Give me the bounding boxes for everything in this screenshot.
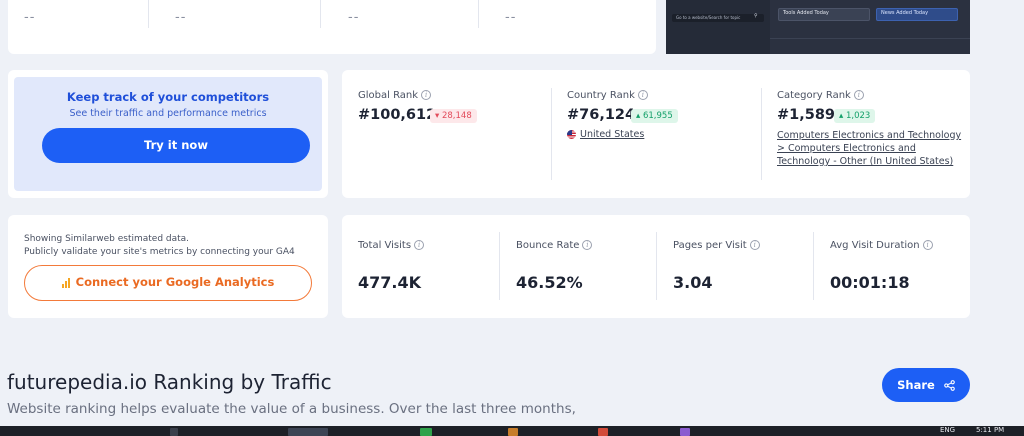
summary-top-card: -- -- -- -- — [8, 0, 656, 54]
pages-per-visit-label: Pages per Visit i — [673, 240, 760, 251]
global-rank-label-text: Global Rank — [358, 90, 419, 101]
bounce-rate-label: Bounce Rate i — [516, 240, 593, 251]
avg-visit-duration-label: Avg Visit Duration i — [830, 240, 933, 251]
divider — [478, 0, 479, 28]
info-icon[interactable]: i — [749, 240, 760, 250]
category-rank-change-badge: ▴ 1,023 — [834, 109, 876, 123]
preview-divider — [770, 38, 970, 39]
taskbar-app-icon[interactable] — [680, 428, 690, 436]
metric-label-text: Total Visits — [358, 240, 412, 251]
global-rank-change: 28,148 — [441, 111, 472, 121]
google-analytics-card: Showing Similarweb estimated data. Publi… — [8, 215, 328, 318]
arrow-up-icon: ▴ — [636, 111, 641, 121]
info-icon[interactable]: i — [637, 90, 648, 100]
country-rank-change: 61,955 — [642, 111, 673, 121]
placeholder-value: -- — [348, 10, 360, 25]
divider — [761, 88, 762, 180]
avg-visit-duration-value: 00:01:18 — [830, 273, 910, 292]
promo-title: Keep track of your competitors — [66, 90, 270, 104]
taskbar-app-icon[interactable] — [170, 428, 178, 436]
total-visits-value: 477.4K — [358, 273, 422, 292]
country-rank-label: Country Rank i — [567, 90, 648, 101]
country-name: United States — [580, 129, 645, 140]
taskbar-app-icon[interactable] — [598, 428, 608, 436]
preview-left-panel — [666, 0, 770, 54]
analytics-bars-icon — [61, 277, 70, 288]
category-rank-label: Category Rank i — [777, 90, 864, 101]
engagement-metrics-card: Total Visits i 477.4K Bounce Rate i 46.52%… — [342, 215, 970, 318]
share-icon — [944, 380, 955, 391]
global-rank-value: #100,612 — [358, 107, 437, 123]
placeholder-value: -- — [505, 10, 517, 25]
website-preview-thumbnail: Go to a website/Search for topic ⚲ Tools… — [666, 0, 970, 54]
divider — [813, 232, 814, 300]
global-rank-change-badge: ▾ 28,148 — [430, 109, 477, 123]
country-rank-value: #76,124 — [567, 107, 636, 123]
search-icon: ⚲ — [754, 13, 758, 19]
divider — [148, 0, 149, 28]
country-rank-change-badge: ▴ 61,955 — [631, 109, 678, 123]
metric-label-text: Avg Visit Duration — [830, 240, 920, 251]
taskbar-app-icon[interactable] — [508, 428, 518, 436]
category-rank-value: #1,589 — [777, 107, 836, 123]
category-rank-change: 1,023 — [845, 111, 871, 121]
us-flag-icon — [567, 130, 576, 139]
preview-search-bar — [672, 14, 764, 22]
info-icon[interactable]: i — [421, 90, 432, 100]
promo-subtitle: See their traffic and performance metric… — [69, 108, 267, 119]
total-visits-label: Total Visits i — [358, 240, 425, 251]
connect-google-analytics-button[interactable]: Connect your Google Analytics — [24, 265, 312, 301]
preview-badge-tools: Tools Added Today — [778, 8, 870, 21]
country-rank-label-text: Country Rank — [567, 90, 635, 101]
arrow-down-icon: ▾ — [435, 111, 440, 121]
placeholder-value: -- — [24, 10, 36, 25]
bounce-rate-value: 46.52% — [516, 273, 583, 292]
preview-search-text: Go to a website/Search for topic — [676, 15, 741, 20]
info-icon[interactable]: i — [922, 240, 933, 250]
metric-label-text: Pages per Visit — [673, 240, 747, 251]
global-rank-label: Global Rank i — [358, 90, 432, 101]
taskbar-app-icon[interactable] — [420, 428, 432, 436]
section-title: futurepedia.io Ranking by Traffic — [7, 370, 332, 394]
language-indicator[interactable]: ENG — [940, 426, 956, 434]
os-taskbar: ENG 5:11 PM — [0, 426, 1024, 436]
rank-card: Global Rank i #100,612 ▾ 28,148 Country R… — [342, 70, 970, 198]
info-icon[interactable]: i — [582, 240, 593, 250]
divider — [320, 0, 321, 28]
divider — [551, 88, 552, 180]
competitor-promo-panel: Keep track of your competitors See their… — [14, 77, 322, 191]
ga-info-line1: Showing Similarweb estimated data. — [24, 234, 190, 244]
info-icon[interactable]: i — [414, 240, 425, 250]
ga-info-text: Showing Similarweb estimated data. Publi… — [24, 233, 295, 259]
arrow-up-icon: ▴ — [839, 111, 844, 121]
preview-badge-news: News Added Today — [876, 8, 958, 21]
category-rank-label-text: Category Rank — [777, 90, 851, 101]
category-link[interactable]: Computers Electronics and Technology > C… — [777, 130, 962, 167]
connect-ga-label: Connect your Google Analytics — [75, 275, 275, 289]
divider — [499, 232, 500, 300]
country-link[interactable]: United States — [567, 129, 644, 140]
clock[interactable]: 5:11 PM — [976, 426, 1005, 434]
pages-per-visit-value: 3.04 — [673, 273, 713, 292]
metric-label-text: Bounce Rate — [516, 240, 580, 251]
competitor-promo-card: Keep track of your competitors See their… — [8, 70, 328, 198]
ga-info-line2: Publicly validate your site's metrics by… — [24, 247, 295, 257]
divider — [656, 232, 657, 300]
share-button[interactable]: Share — [882, 368, 970, 402]
taskbar-app-icon[interactable] — [288, 428, 328, 436]
info-icon[interactable]: i — [853, 90, 864, 100]
share-label: Share — [897, 378, 935, 392]
placeholder-value: -- — [175, 10, 187, 25]
section-description: Website ranking helps evaluate the value… — [7, 401, 576, 417]
try-it-now-button[interactable]: Try it now — [42, 128, 310, 163]
